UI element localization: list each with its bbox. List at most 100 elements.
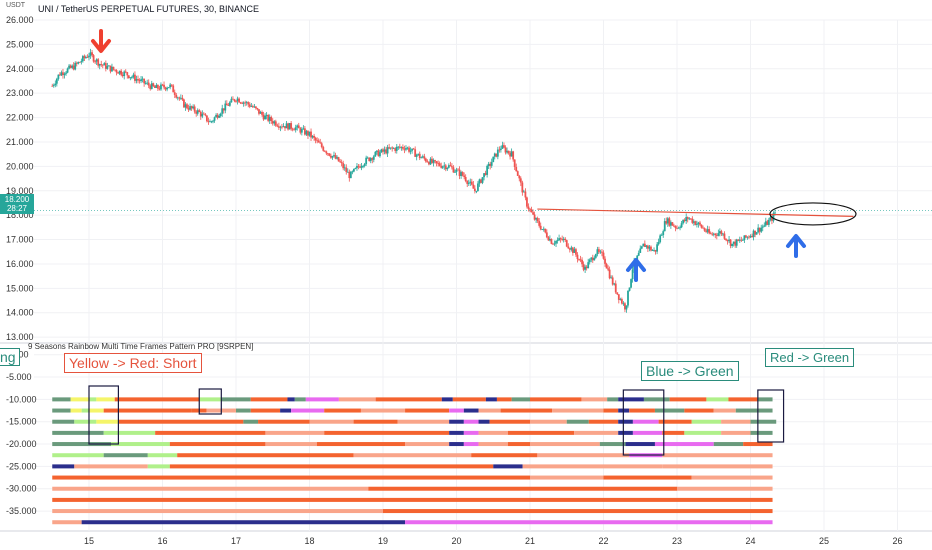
candle-body bbox=[493, 153, 496, 157]
resistance-line bbox=[537, 208, 854, 217]
candle-body bbox=[622, 303, 625, 305]
candle-body bbox=[454, 171, 456, 173]
candle-body bbox=[261, 111, 263, 115]
rainbow-segment bbox=[383, 509, 773, 514]
candle-body bbox=[596, 249, 599, 255]
candle-body bbox=[495, 153, 498, 157]
candle-body bbox=[559, 238, 562, 240]
candle-body bbox=[117, 72, 119, 74]
rainbow-segment bbox=[750, 419, 777, 424]
candle-body bbox=[757, 227, 760, 233]
candle-body bbox=[230, 98, 233, 103]
candle-body bbox=[458, 169, 461, 176]
candle-body bbox=[570, 247, 573, 250]
candle-body bbox=[201, 113, 204, 117]
candle-body bbox=[772, 213, 775, 221]
candle-body bbox=[556, 240, 559, 242]
rainbow-segment bbox=[757, 397, 773, 402]
candle-body bbox=[166, 88, 168, 90]
candle-body bbox=[466, 181, 469, 184]
price-tick-label: 20.000 bbox=[6, 161, 34, 171]
candle-body bbox=[594, 254, 597, 258]
rainbow-heatmap bbox=[52, 397, 777, 525]
candle-body bbox=[420, 157, 423, 159]
candle-body bbox=[190, 106, 193, 109]
candle-body bbox=[120, 70, 123, 75]
rainbow-segment bbox=[449, 442, 464, 447]
candle-body bbox=[584, 266, 587, 270]
candle-body bbox=[472, 184, 475, 189]
candle-body bbox=[178, 97, 181, 99]
candle-body bbox=[677, 227, 680, 229]
candle-body bbox=[100, 64, 103, 65]
rainbow-segment bbox=[147, 453, 178, 458]
candle-body bbox=[654, 249, 657, 252]
candle-body bbox=[532, 212, 534, 215]
candle-body bbox=[184, 104, 187, 108]
rainbow-segment bbox=[677, 486, 773, 491]
candle-body bbox=[447, 165, 450, 168]
rainbow-segment bbox=[74, 419, 97, 424]
candle-body bbox=[336, 157, 338, 159]
rainbow-segment bbox=[603, 475, 692, 480]
candle-body bbox=[712, 233, 715, 235]
rainbow-segment bbox=[89, 408, 104, 413]
candle-body bbox=[363, 164, 366, 166]
candle-body bbox=[285, 123, 288, 129]
candle-body bbox=[71, 65, 74, 68]
candle-body bbox=[394, 148, 397, 151]
candle-body bbox=[680, 223, 683, 228]
rainbow-segment bbox=[81, 520, 406, 525]
candle-body bbox=[708, 229, 711, 234]
candle-body bbox=[616, 292, 619, 295]
time-tick-label: 21 bbox=[525, 536, 535, 546]
candle-body bbox=[369, 158, 372, 162]
candle-body bbox=[227, 105, 230, 107]
candle-body bbox=[140, 79, 142, 82]
highlight-box bbox=[198, 388, 222, 415]
candle-body bbox=[774, 212, 776, 214]
candle-body bbox=[613, 283, 616, 285]
candle-body bbox=[571, 247, 574, 253]
candle-body bbox=[696, 224, 698, 225]
rainbow-segment bbox=[316, 442, 406, 447]
candle-body bbox=[175, 94, 178, 98]
candle-body bbox=[354, 167, 357, 169]
rainbow-segment bbox=[478, 419, 490, 424]
candle-body bbox=[538, 221, 541, 226]
rainbow-segment bbox=[485, 397, 497, 402]
candle-body bbox=[516, 171, 519, 176]
candle-body bbox=[587, 262, 590, 269]
candle-body bbox=[161, 84, 164, 86]
candle-body bbox=[451, 166, 453, 168]
rainbow-segment bbox=[265, 430, 325, 435]
candle-body bbox=[368, 157, 371, 162]
candle-body bbox=[717, 233, 720, 236]
candle-body bbox=[607, 268, 609, 270]
candle-body bbox=[432, 160, 435, 163]
candle-body bbox=[95, 59, 98, 62]
rainbow-segment bbox=[147, 464, 170, 469]
candle-body bbox=[469, 181, 472, 183]
candle-body bbox=[745, 235, 747, 238]
rainbow-segment bbox=[721, 419, 751, 424]
candle-body bbox=[669, 222, 672, 226]
candle-body bbox=[167, 87, 170, 89]
candle-body bbox=[535, 218, 538, 220]
time-tick-label: 23 bbox=[672, 536, 682, 546]
candle-body bbox=[598, 249, 600, 252]
candle-body bbox=[242, 102, 245, 104]
rainbow-segment bbox=[338, 397, 376, 402]
price-tick-label: 19.000 bbox=[6, 186, 34, 196]
candle-body bbox=[539, 225, 542, 230]
candle-body bbox=[461, 172, 464, 176]
candle-body bbox=[515, 167, 518, 172]
candle-body bbox=[660, 234, 663, 236]
candle-body bbox=[319, 142, 322, 144]
candle-body bbox=[343, 167, 346, 169]
candle-body bbox=[417, 153, 420, 155]
candle-body bbox=[144, 83, 147, 85]
candle-body bbox=[271, 121, 274, 124]
candle-body bbox=[236, 98, 239, 102]
